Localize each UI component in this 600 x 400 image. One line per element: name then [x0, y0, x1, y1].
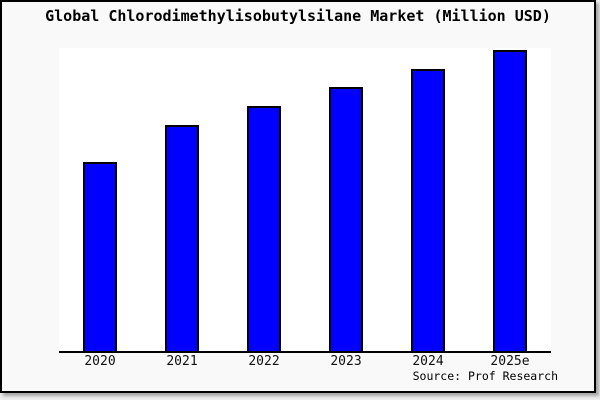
- x-tick-label-2021: 2021: [166, 354, 198, 369]
- plot-area: [59, 48, 551, 353]
- bar-2022: [247, 106, 281, 351]
- bar-2023: [329, 86, 363, 351]
- x-tick-label-2020: 2020: [84, 354, 116, 369]
- chart-title: Global Chlorodimethylisobutylsilane Mark…: [45, 7, 551, 25]
- bar-2021: [165, 124, 199, 351]
- x-axis-labels: 2020 2021 2022 2023 2024 2025e: [2, 354, 594, 372]
- x-tick-label-2025e: 2025e: [490, 354, 530, 369]
- source-credit: Source: Prof Research: [412, 369, 558, 383]
- figure-frame: Global Chlorodimethylisobutylsilane Mark…: [0, 0, 596, 393]
- bar-2020: [83, 162, 117, 351]
- x-tick-label-2022: 2022: [248, 354, 280, 369]
- x-tick-label-2024: 2024: [412, 354, 444, 369]
- bar-2025e: [493, 50, 527, 351]
- bar-2024: [411, 69, 445, 351]
- x-tick-label-2023: 2023: [330, 354, 362, 369]
